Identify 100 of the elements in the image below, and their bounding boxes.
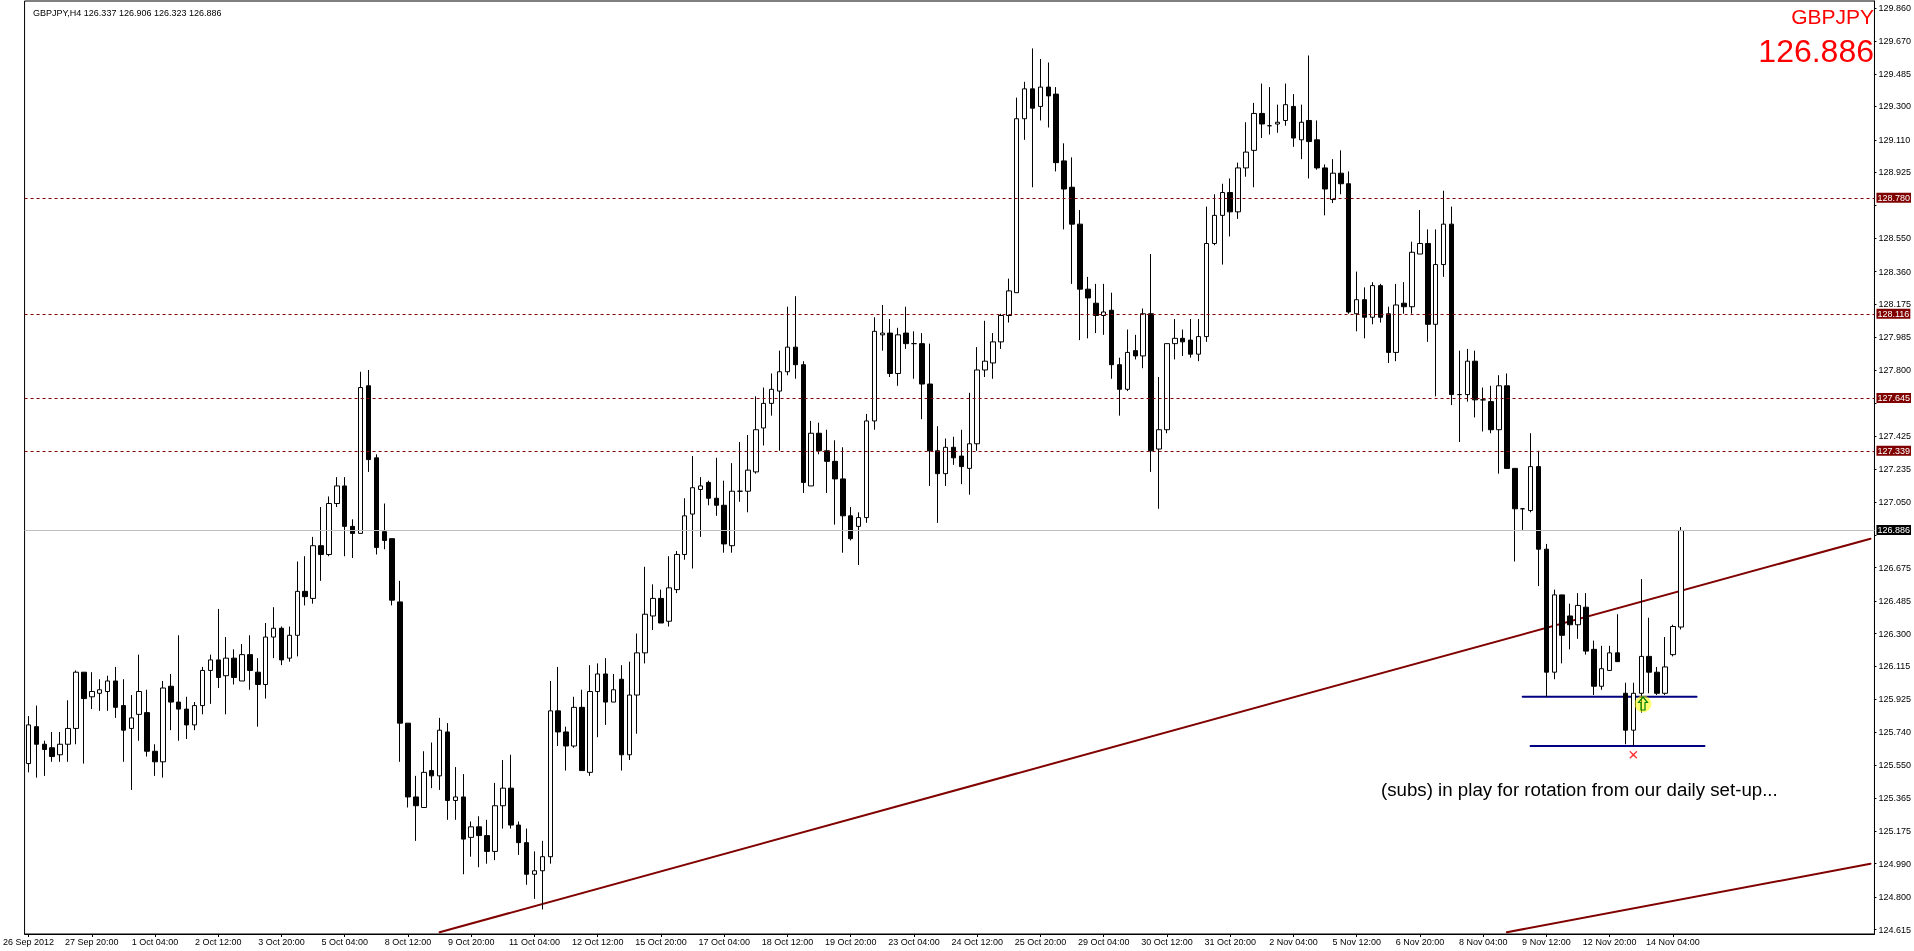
candlestick [1575,592,1581,640]
candlestick [563,726,569,772]
candlestick [34,705,39,779]
candlestick [990,332,996,380]
x-tick-label: 3 Oct 20:00 [258,936,305,947]
candlestick [1465,348,1470,403]
ref-line-label: 127.645 [1877,393,1911,404]
candlestick [1085,276,1091,339]
candlestick [500,759,506,830]
candlestick [184,696,189,740]
candlestick [247,634,253,691]
candlestick [1346,170,1351,315]
x-tick-label: 9 Oct 20:00 [447,936,495,947]
candlestick [1654,666,1660,696]
candlestick [1378,283,1383,324]
candlestick [840,446,846,554]
candlestick [1196,318,1201,362]
candlestick [374,453,379,555]
candlestick [1646,617,1652,694]
candlestick [974,346,980,452]
candlestick [1291,93,1296,148]
y-tick-label: 124.990 [1878,858,1912,869]
candlestick [1180,329,1185,357]
candlestick [658,589,664,624]
candlestick [1607,645,1612,671]
candlestick [1164,343,1170,434]
y-tick-label: 128.925 [1878,167,1912,178]
candlestick [856,511,861,566]
y-tick-label: 125.925 [1878,694,1912,705]
candlestick [1552,589,1557,680]
candlestick [318,506,324,582]
candlestick [1639,578,1644,714]
ref-line-label: 128.116 [1877,308,1910,319]
candlestick [1536,450,1541,587]
x-tick-label: 9 Nov 12:00 [1522,936,1571,947]
y-tick-label: 128.175 [1878,299,1912,310]
y-tick-label: 128.360 [1878,266,1912,277]
annotation: (subs) in play for rotation from our daily set-up... [1381,779,1778,800]
candlestick [808,420,814,487]
y-tick-label: 129.670 [1878,36,1912,47]
candlestick [935,425,940,524]
y-tick-label: 126.485 [1878,596,1912,607]
candlestick [1393,283,1399,362]
candlestick [73,669,79,745]
candlestick [1053,86,1059,172]
candlestick [271,606,276,659]
candlestick [1401,281,1407,315]
candlestick [1488,385,1494,434]
candlestick [1441,190,1446,278]
candlestick [611,673,616,703]
candlestick [350,518,355,559]
candlestick [223,636,229,715]
candlestick [714,457,719,517]
x-tick-label: 1 Oct 04:00 [131,936,179,947]
y-tick-label: 126.300 [1878,628,1912,639]
annotation: GBPJPY [1791,5,1875,28]
candlestick [216,608,221,689]
candlestick [1267,86,1272,136]
candlestick [1133,334,1138,360]
candlestick [1140,307,1146,369]
candlestick [1544,543,1549,698]
candlestick [239,643,245,682]
x-tick-label: 30 Oct 12:00 [1141,936,1193,947]
candlestick [1172,318,1178,360]
candlestick [619,664,624,772]
candlestick [453,766,458,821]
candlestick [1314,119,1320,171]
candlestick [1433,228,1438,397]
candlestick [745,434,751,513]
x-tick-label: 5 Nov 12:00 [1332,936,1381,947]
candlestick [895,327,901,387]
x-tick-label: 29 Oct 04:00 [1077,936,1130,947]
candlestick [998,313,1004,350]
x-tick-label: 18 Oct 12:00 [761,936,814,947]
x-tick-label: 15 Oct 20:00 [635,936,687,947]
candlestick [1496,374,1502,475]
y-tick-label: 127.050 [1878,496,1912,507]
x-tick-label: 26 Sep 2012 [3,936,55,947]
candlestick [682,497,687,561]
y-tick-label: 127.800 [1878,364,1912,375]
candlestick [160,680,166,779]
x-tick-label: 24 Oct 12:00 [951,936,1003,947]
candlestick [1014,97,1019,294]
candlestick [1283,83,1288,127]
candlestick [1038,58,1043,121]
candlestick [1449,206,1454,406]
candlestick [255,657,261,728]
candlestick [1188,318,1193,359]
candlestick [287,626,292,663]
candlestick [706,480,711,506]
candlestick [824,429,830,494]
candlestick [389,538,395,606]
candlestick [1615,613,1620,663]
y-tick-label: 125.740 [1878,726,1912,737]
candlestick [1662,636,1668,696]
candlestick [1678,526,1684,630]
candlestick [1330,158,1336,204]
candlestick [1512,467,1518,562]
candlestick [1156,376,1162,510]
candlestick [1504,373,1510,469]
